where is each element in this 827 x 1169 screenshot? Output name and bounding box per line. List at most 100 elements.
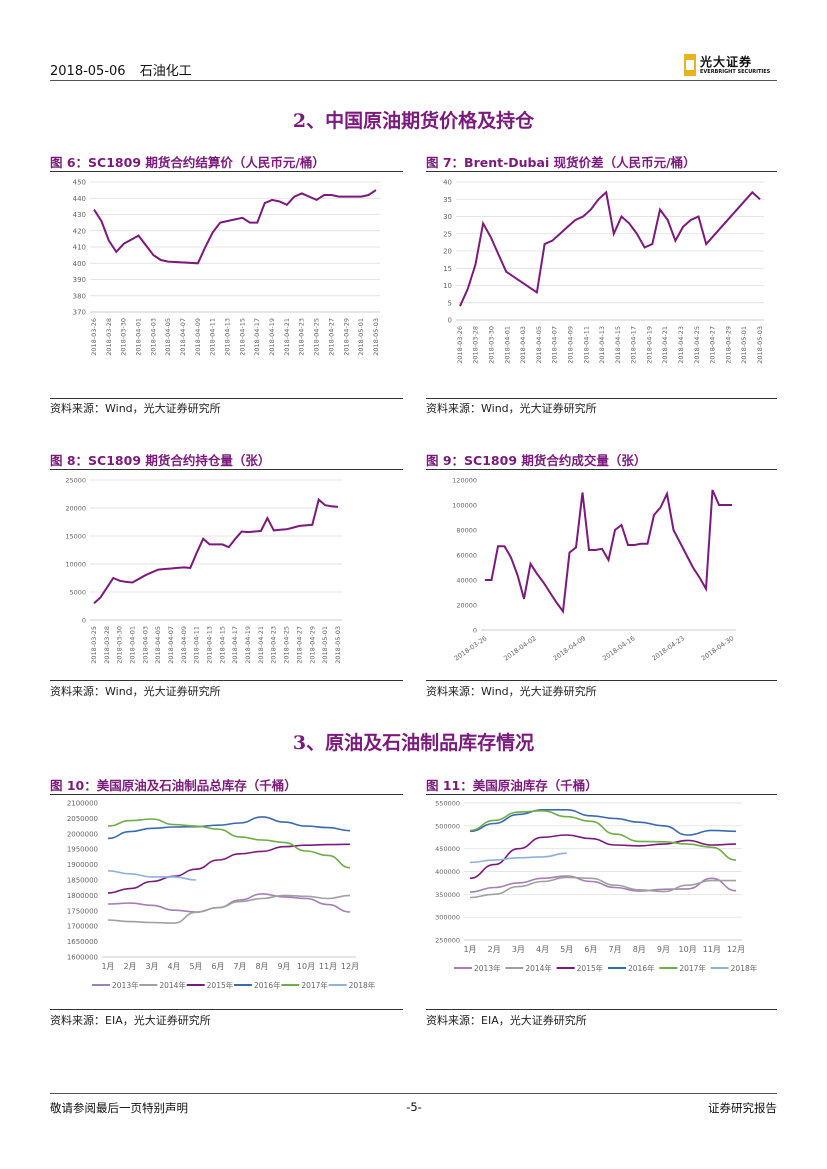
x-tick-label: 2018-04-15 [614, 326, 622, 364]
series-line [459, 190, 761, 307]
y-tick-label: 60000 [456, 552, 477, 560]
report-category: 石油化工 [139, 64, 192, 79]
x-tick-label: 11月 [319, 962, 337, 971]
x-tick-label: 2018-05-03 [334, 626, 342, 664]
x-tick-label: 2018-04-05 [535, 326, 543, 364]
figure-7-title: 图 7：Brent-Dubai 现货价差（人民币元/桶） [426, 155, 696, 170]
y-tick-label: 400000 [435, 868, 460, 876]
series-line-2017年 [107, 818, 351, 869]
legend-label: 2017年 [679, 963, 706, 973]
x-tick-label: 2018-04-17 [253, 318, 261, 356]
series-line-2015年 [107, 843, 351, 894]
figure-11-title: 图 11：美国原油库存（千桶） [426, 778, 598, 793]
x-tick-label: 2018-04-23 [298, 318, 306, 356]
x-tick-label: 2018-04-03 [149, 318, 157, 356]
series-line-2015年 [469, 834, 737, 880]
series-line [93, 189, 377, 265]
x-tick-label: 2018-04-23 [650, 634, 686, 662]
y-tick-label: 20 [443, 248, 452, 256]
x-tick-label: 3月 [145, 962, 158, 971]
x-tick-label: 2018-04-23 [677, 326, 685, 364]
x-tick-label: 2018-03-25 [90, 626, 98, 664]
x-tick-label: 2018-03-30 [116, 626, 124, 664]
y-tick-label: 30 [443, 213, 452, 221]
x-tick-label: 10月 [297, 962, 315, 971]
y-tick-label: 15000 [65, 533, 86, 541]
x-tick-label: 8月 [633, 945, 646, 954]
y-tick-label: 450000 [435, 845, 460, 853]
x-tick-label: 2018-03-26 [453, 634, 489, 662]
footer-rule [50, 1093, 777, 1094]
x-tick-label: 2018-04-03 [519, 326, 527, 364]
x-tick-label: 2018-04-29 [308, 626, 316, 664]
y-tick-label: 0 [473, 627, 477, 635]
y-tick-label: 400 [73, 260, 86, 268]
y-tick-label: 370 [73, 309, 86, 317]
x-tick-label: 2018-04-11 [193, 626, 201, 664]
y-tick-label: 420 [73, 227, 86, 235]
x-tick-label: 2018-04-27 [295, 626, 303, 664]
figure-8-title: 图 8：SC1809 期货合约持仓量（张） [50, 453, 271, 468]
x-tick-label: 2018-04-19 [244, 626, 252, 664]
figure-7-source: 资料来源：Wind，光大证券研究所 [426, 402, 597, 415]
y-tick-label: 10000 [65, 561, 86, 569]
figure-10-source: 资料来源：EIA，光大证券研究所 [50, 1014, 211, 1027]
x-tick-label: 2月 [123, 962, 136, 971]
y-tick-label: 2100000 [67, 800, 98, 808]
y-tick-label: 2000000 [67, 830, 98, 838]
x-tick-label: 2018-04-09 [552, 634, 588, 662]
figure-10-chart: 2100000 2050000 2000000 1950000 1900000 18500… [67, 800, 376, 991]
footer-report-type: 证券研究报告 [708, 1101, 777, 1115]
x-tick-label: 2018-04-27 [709, 326, 717, 364]
y-tick-label: 430 [73, 211, 86, 219]
figure-9-chart: 120000 100000 80000 60000 40000 20000 02018-03… [452, 477, 736, 663]
y-tick-label: 1900000 [67, 861, 98, 869]
legend-label: 2013年 [474, 963, 501, 973]
x-tick-label: 2018-04-21 [257, 626, 265, 664]
legend-label: 2015年 [207, 980, 234, 990]
y-tick-label: 25000 [65, 477, 86, 485]
y-tick-label: 1700000 [67, 923, 98, 931]
x-tick-label: 5月 [560, 945, 573, 954]
y-tick-label: 120000 [452, 477, 477, 485]
y-tick-label: 25 [443, 230, 452, 238]
x-tick-label: 10月 [679, 945, 697, 954]
y-tick-label: 250000 [435, 937, 460, 945]
x-tick-label: 7月 [609, 945, 622, 954]
figure-7-chart: 40 35 30 25 20 15 10 5 0 2018-03-26 2018-03-28 2018… [443, 179, 764, 364]
x-tick-label: 2018-04-21 [661, 326, 669, 364]
y-tick-label: 0 [82, 617, 86, 625]
x-tick-label: 1月 [463, 945, 476, 954]
x-tick-label: 2018-04-25 [283, 626, 291, 664]
x-tick-label: 2018-03-26 [456, 326, 464, 364]
header-rule [50, 80, 777, 81]
y-tick-label: 1800000 [67, 892, 98, 900]
series-line-2017年 [469, 809, 737, 861]
x-tick-label: 2018-04-02 [502, 634, 538, 662]
y-tick-label: 20000 [456, 602, 477, 610]
series-line-2014年 [469, 876, 736, 899]
figure-11-chart: 550000 500000 450000 400000 350000 300000 2500… [435, 800, 758, 974]
x-tick-label: 2018-04-29 [342, 318, 350, 356]
section-title-2: 2、中国原油期货价格及持仓 [292, 110, 535, 132]
x-tick-label: 2月 [488, 945, 501, 954]
x-tick-label: 2018-04-11 [582, 326, 590, 364]
legend-label: 2018年 [731, 963, 758, 973]
footer-disclaimer: 敬请参阅最后一页特别声明 [50, 1101, 188, 1115]
x-tick-label: 12月 [727, 945, 745, 954]
page-header: 2018-05-06 石油化工 [50, 60, 202, 79]
y-tick-label: 80000 [456, 527, 477, 535]
x-tick-label: 2018-05-01 [740, 326, 748, 364]
y-tick-label: 1600000 [67, 954, 98, 962]
x-tick-label: 2018-03-26 [90, 318, 98, 356]
x-tick-label: 2018-04-01 [128, 626, 136, 664]
figure-8-chart: 25000 20000 15000 10000 5000 0 2018-03-25 2018-… [65, 477, 342, 664]
x-tick-label: 2018-04-21 [283, 318, 291, 356]
x-tick-label: 2018-05-03 [372, 318, 380, 356]
x-tick-label: 4月 [536, 945, 549, 954]
y-tick-label: 40 [443, 179, 452, 187]
x-tick-label: 2018-04-25 [693, 326, 701, 364]
legend-label: 2017年 [301, 980, 328, 990]
figure-6-chart: 450 440 430 420 410 400 390 380 370 2018-03-26 201… [73, 179, 380, 356]
y-tick-label: 450 [73, 179, 86, 187]
